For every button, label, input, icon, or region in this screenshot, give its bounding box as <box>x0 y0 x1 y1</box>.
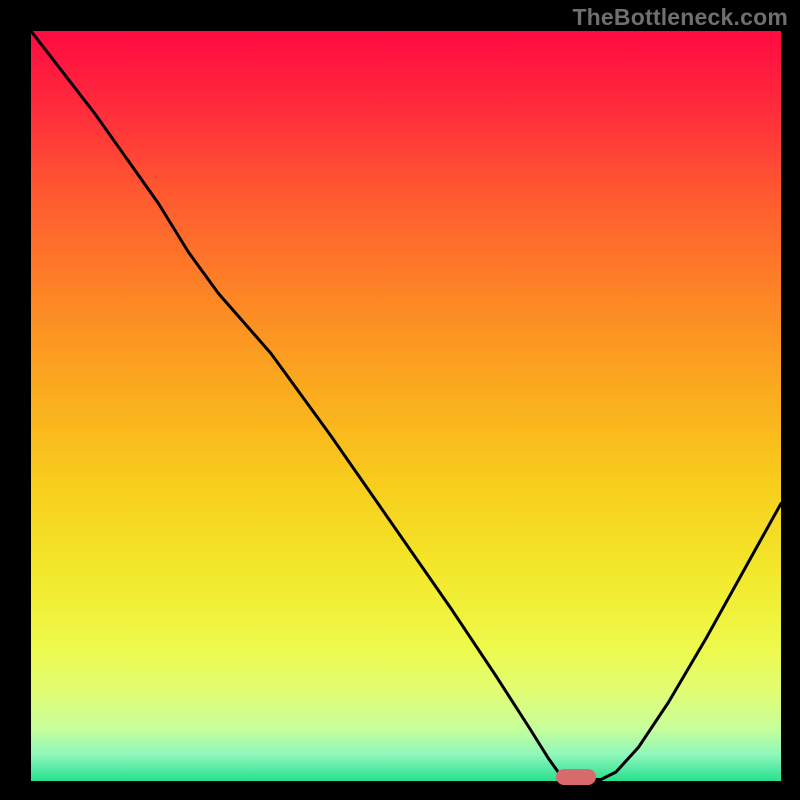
bottleneck-curve <box>31 31 781 781</box>
sweet-spot-marker <box>556 769 596 785</box>
chart-frame: TheBottleneck.com <box>0 0 800 800</box>
plot-area <box>31 31 781 781</box>
watermark-text: TheBottleneck.com <box>572 4 788 31</box>
